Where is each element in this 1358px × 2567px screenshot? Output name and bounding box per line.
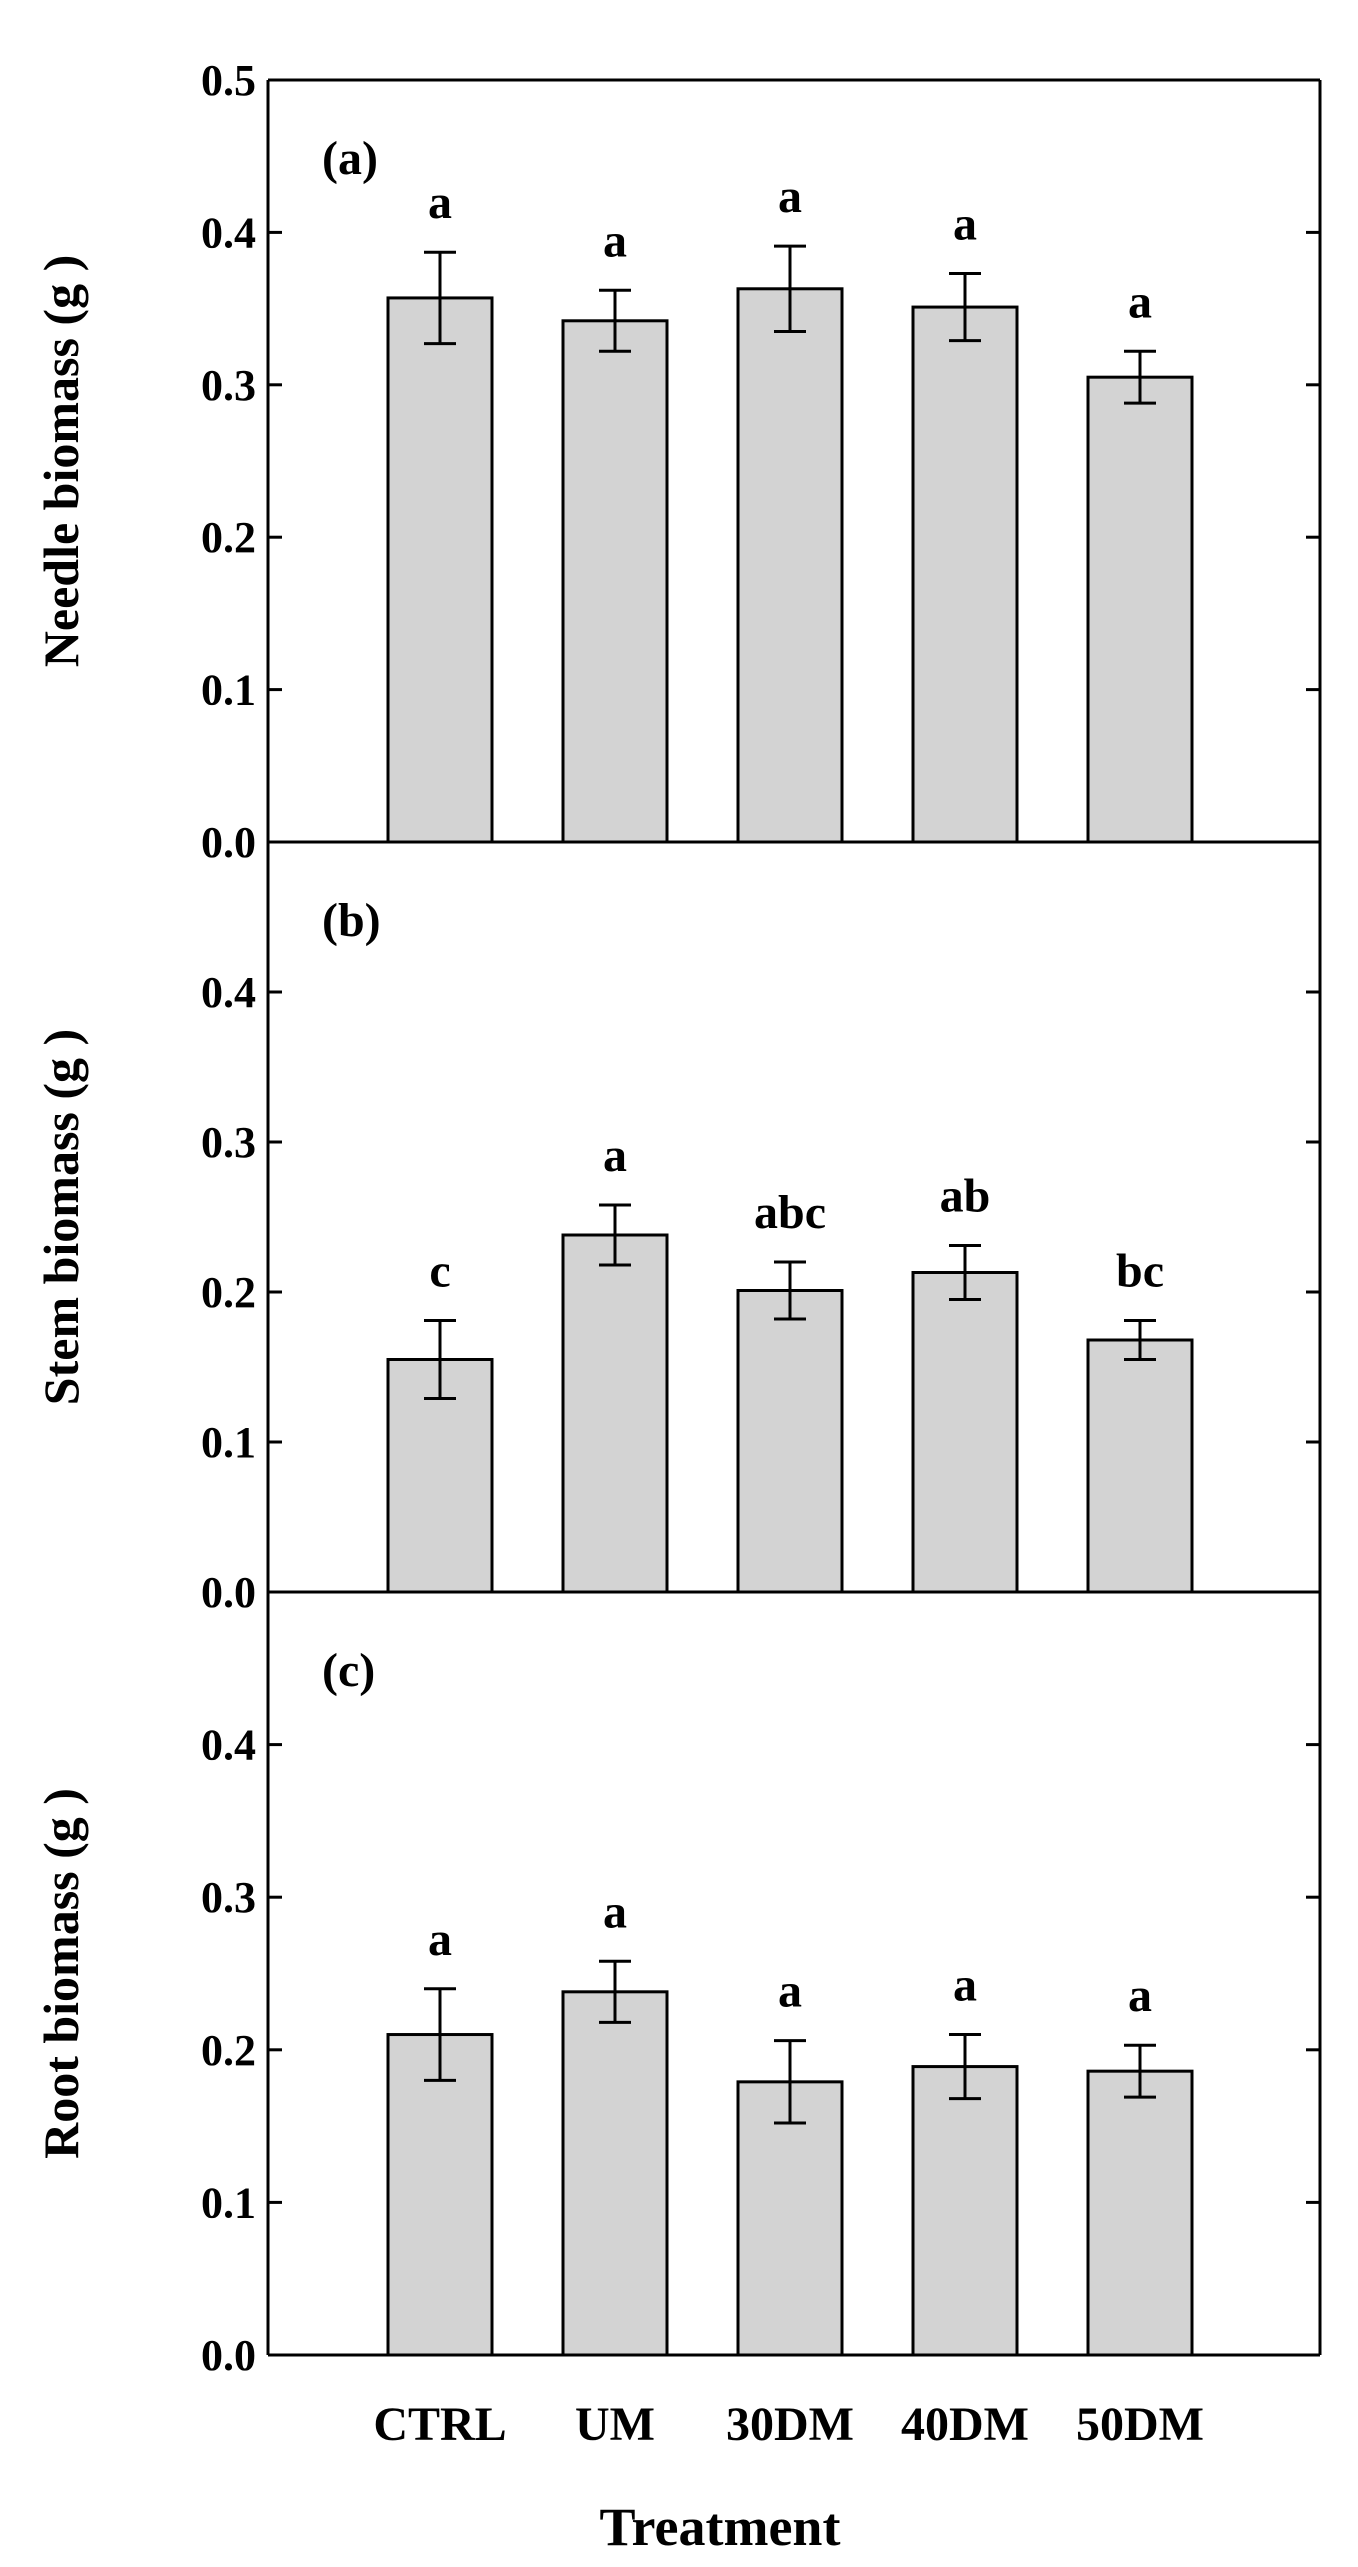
y-tick-label: 0.1	[201, 2178, 256, 2227]
y-tick-label: 0.4	[201, 968, 256, 1017]
panel-label: (c)	[322, 1644, 375, 1697]
significance-letter: a	[778, 1965, 802, 2018]
x-axis-title: Treatment	[600, 2497, 841, 2557]
significance-letter: a	[1128, 1969, 1152, 2022]
y-tick-label: 0.0	[201, 1568, 256, 1617]
y-tick-label: 0.2	[201, 513, 256, 562]
bar-50dm	[1086, 375, 1194, 844]
bar-30dm	[736, 1289, 844, 1594]
bar-50dm	[1086, 2069, 1194, 2357]
y-tick-label: 0.4	[201, 208, 256, 257]
bar-40dm	[911, 2065, 1019, 2357]
significance-letter: abc	[754, 1186, 826, 1239]
y-tick-label: 0.0	[201, 2331, 256, 2380]
panel-label: (b)	[322, 894, 381, 947]
bar-um	[561, 1233, 669, 1594]
bar-um	[561, 319, 669, 844]
panel-c: 0.0 0.1 0.2 0.3 0.4 Root biomass (g ) (c) a a a a a	[33, 1592, 1322, 2380]
x-category-labels: CTRL UM 30DM 40DM 50DM	[373, 2398, 1204, 2451]
bar-30dm	[736, 287, 844, 844]
significance-letter: c	[429, 1245, 450, 1298]
y-axis-title: Needle biomass (g )	[33, 255, 89, 667]
significance-letter: a	[953, 198, 977, 251]
y-axis-title: Stem biomass (g )	[33, 1029, 89, 1405]
y-tick-label: 0.3	[201, 1873, 256, 1922]
y-tick-label: 0.1	[201, 1418, 256, 1467]
x-category-label-ctrl: CTRL	[373, 2398, 506, 2451]
significance-letter: a	[603, 214, 627, 267]
bar-40dm	[911, 305, 1019, 844]
y-tick-label: 0.3	[201, 1118, 256, 1167]
y-tick-label: 0.3	[201, 361, 256, 410]
bar-ctrl	[386, 2033, 494, 2357]
y-tick-label: 0.2	[201, 1268, 256, 1317]
y-axis-title: Root biomass (g )	[33, 1788, 89, 2159]
significance-letter: a	[428, 176, 452, 229]
significance-letter: a	[953, 1959, 977, 2012]
x-category-label-um: UM	[575, 2398, 655, 2451]
x-category-label-50dm: 50DM	[1076, 2398, 1204, 2451]
significance-letter: a	[603, 1885, 627, 1938]
significance-letter: a	[1128, 275, 1152, 328]
bar-ctrl	[386, 296, 494, 844]
significance-letter: bc	[1116, 1245, 1164, 1298]
bar-50dm	[1086, 1338, 1194, 1594]
significance-letter: a	[603, 1129, 627, 1182]
x-category-label-40dm: 40DM	[901, 2398, 1029, 2451]
significance-letter: a	[778, 170, 802, 223]
panel-b: 0.0 0.1 0.2 0.3 0.4 Stem biomass (g ) (b) c a abc…	[33, 842, 1322, 1617]
y-tick-label: 0.1	[201, 666, 256, 715]
panel-a: 0.0 0.1 0.2 0.3 0.4 0.5 Needle biomass (g ) (a)…	[33, 56, 1322, 867]
y-tick-label: 0.5	[201, 56, 256, 105]
panel-label: (a)	[322, 132, 378, 185]
y-tick-label: 0.0	[201, 818, 256, 867]
bar-40dm	[911, 1271, 1019, 1594]
x-category-label-30dm: 30DM	[726, 2398, 854, 2451]
significance-letter: ab	[940, 1170, 991, 1223]
y-tick-label: 0.2	[201, 2026, 256, 2075]
chart-panels: 0.0 0.1 0.2 0.3 0.4 0.5 Needle biomass (g ) (a)…	[33, 56, 1322, 2380]
bar-um	[561, 1990, 669, 2357]
y-tick-label: 0.4	[201, 1721, 256, 1770]
significance-letter: a	[428, 1913, 452, 1966]
bar-30dm	[736, 2080, 844, 2357]
